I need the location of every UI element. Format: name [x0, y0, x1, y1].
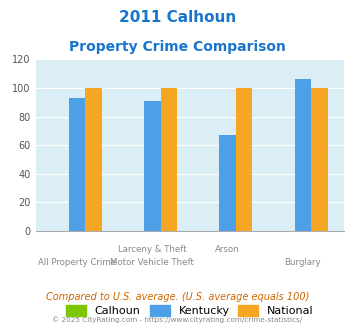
Text: Compared to U.S. average. (U.S. average equals 100): Compared to U.S. average. (U.S. average … [46, 292, 309, 302]
Bar [311, 88, 328, 231]
Text: 2011 Calhoun: 2011 Calhoun [119, 10, 236, 25]
Text: Larceny & Theft: Larceny & Theft [118, 245, 187, 254]
Text: Burglary: Burglary [285, 258, 321, 267]
Legend: Calhoun, Kentucky, National: Calhoun, Kentucky, National [66, 305, 314, 316]
Bar [219, 135, 236, 231]
Text: Motor Vehicle Theft: Motor Vehicle Theft [110, 258, 194, 267]
Bar [160, 88, 177, 231]
Bar [295, 80, 311, 231]
Text: Arson: Arson [215, 245, 240, 254]
Bar [85, 88, 102, 231]
Bar [236, 88, 252, 231]
Text: Property Crime Comparison: Property Crime Comparison [69, 40, 286, 53]
Text: All Property Crime: All Property Crime [38, 258, 116, 267]
Bar [69, 98, 85, 231]
Text: © 2025 CityRating.com - https://www.cityrating.com/crime-statistics/: © 2025 CityRating.com - https://www.city… [53, 317, 302, 323]
Bar [144, 101, 160, 231]
